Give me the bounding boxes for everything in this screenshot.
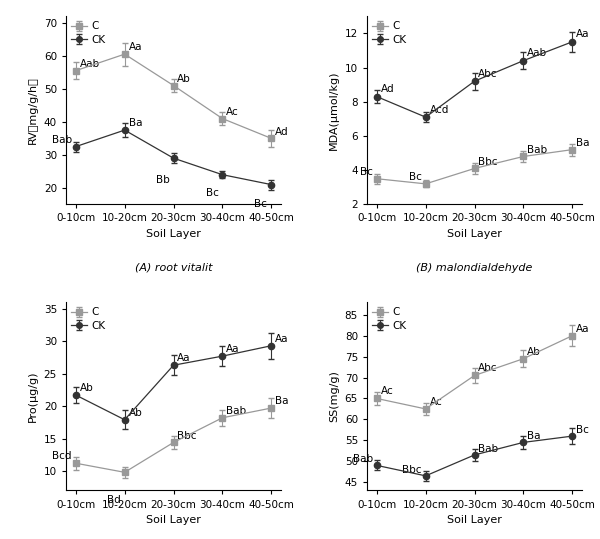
Text: Bbc: Bbc xyxy=(178,431,197,440)
Text: Ba: Ba xyxy=(275,396,289,406)
Text: Aa: Aa xyxy=(178,353,191,363)
Text: Ac: Ac xyxy=(226,107,239,117)
Text: Abc: Abc xyxy=(478,363,498,374)
Text: Bcd: Bcd xyxy=(52,451,72,461)
Text: Ab: Ab xyxy=(80,383,94,393)
Text: Aa: Aa xyxy=(226,344,240,354)
Legend: C, CK: C, CK xyxy=(69,19,107,46)
Text: Bab: Bab xyxy=(478,444,499,454)
Text: Ad: Ad xyxy=(380,84,394,94)
Text: Ac: Ac xyxy=(380,386,394,396)
Text: Bc: Bc xyxy=(576,425,589,435)
Y-axis label: Pro(μg/g): Pro(μg/g) xyxy=(28,371,38,422)
Text: Bc: Bc xyxy=(360,167,373,177)
Text: Bab: Bab xyxy=(226,406,247,416)
Text: Bbc: Bbc xyxy=(478,157,498,167)
Text: Ab: Ab xyxy=(128,408,142,418)
Text: Ab: Ab xyxy=(178,74,191,84)
Text: Ab: Ab xyxy=(527,347,541,357)
Text: Ac: Ac xyxy=(430,397,442,407)
Text: Abc: Abc xyxy=(478,68,498,79)
Text: Bc: Bc xyxy=(206,188,218,198)
Text: Aa: Aa xyxy=(576,29,590,39)
Text: Aa: Aa xyxy=(128,43,142,52)
Text: Ba: Ba xyxy=(128,119,142,128)
X-axis label: Soil Layer: Soil Layer xyxy=(146,515,201,525)
Text: (B) malondialdehyde: (B) malondialdehyde xyxy=(416,262,533,273)
Text: Bab: Bab xyxy=(353,454,373,464)
Text: Aa: Aa xyxy=(576,323,590,334)
Text: Ba: Ba xyxy=(527,431,541,441)
Text: Aab: Aab xyxy=(80,59,100,69)
Text: (A) root vitalit: (A) root vitalit xyxy=(135,262,212,273)
Y-axis label: RV（mg/g/h）: RV（mg/g/h） xyxy=(28,77,38,144)
Text: Aa: Aa xyxy=(275,334,289,344)
Text: Bb: Bb xyxy=(156,175,170,185)
X-axis label: Soil Layer: Soil Layer xyxy=(447,515,502,525)
X-axis label: Soil Layer: Soil Layer xyxy=(146,229,201,239)
Text: Bbc: Bbc xyxy=(402,465,422,475)
Text: Ba: Ba xyxy=(576,138,590,148)
Text: Ad: Ad xyxy=(275,127,289,137)
Text: Bc: Bc xyxy=(254,199,268,210)
Text: Acd: Acd xyxy=(430,105,449,115)
Text: Bd: Bd xyxy=(107,495,121,505)
Legend: C, CK: C, CK xyxy=(69,306,107,333)
Legend: C, CK: C, CK xyxy=(370,306,408,333)
Text: Bc: Bc xyxy=(409,172,422,182)
Text: Bab: Bab xyxy=(52,135,72,145)
Y-axis label: SS(mg/g): SS(mg/g) xyxy=(329,370,339,423)
Text: Bab: Bab xyxy=(527,145,547,155)
Text: Aab: Aab xyxy=(527,48,547,58)
X-axis label: Soil Layer: Soil Layer xyxy=(447,229,502,239)
Y-axis label: MDA(μmol/kg): MDA(μmol/kg) xyxy=(329,71,339,150)
Legend: C, CK: C, CK xyxy=(370,19,408,46)
